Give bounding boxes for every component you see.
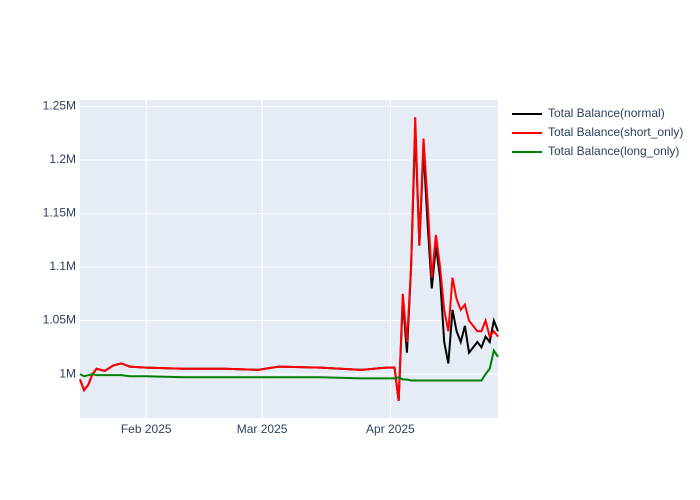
grid xyxy=(80,100,498,418)
legend-label: Total Balance(long_only) xyxy=(548,144,679,158)
legend-label: Total Balance(normal) xyxy=(548,106,665,120)
y-tick-label: 1.2M xyxy=(49,152,76,166)
y-tick-label: 1M xyxy=(59,366,76,380)
series-line xyxy=(79,117,499,401)
lines xyxy=(79,117,499,401)
y-tick-label: 1.25M xyxy=(43,99,76,113)
legend: Total Balance(normal) Total Balance(short… xyxy=(512,106,683,158)
x-tick-label: Mar 2025 xyxy=(237,422,288,436)
x-tick-label: Feb 2025 xyxy=(121,422,172,436)
x-tick-label: Apr 2025 xyxy=(366,422,415,436)
y-tick-label: 1.05M xyxy=(43,313,76,327)
legend-label: Total Balance(short_only) xyxy=(548,125,683,139)
axes: 1M 1.05M 1.1M 1.15M 1.2M 1.25M Feb 2025 Mar 202… xyxy=(43,99,415,437)
series-line xyxy=(79,348,499,382)
y-tick-label: 1.1M xyxy=(49,259,76,273)
y-tick-label: 1.15M xyxy=(43,206,76,220)
plot-background xyxy=(80,100,498,418)
